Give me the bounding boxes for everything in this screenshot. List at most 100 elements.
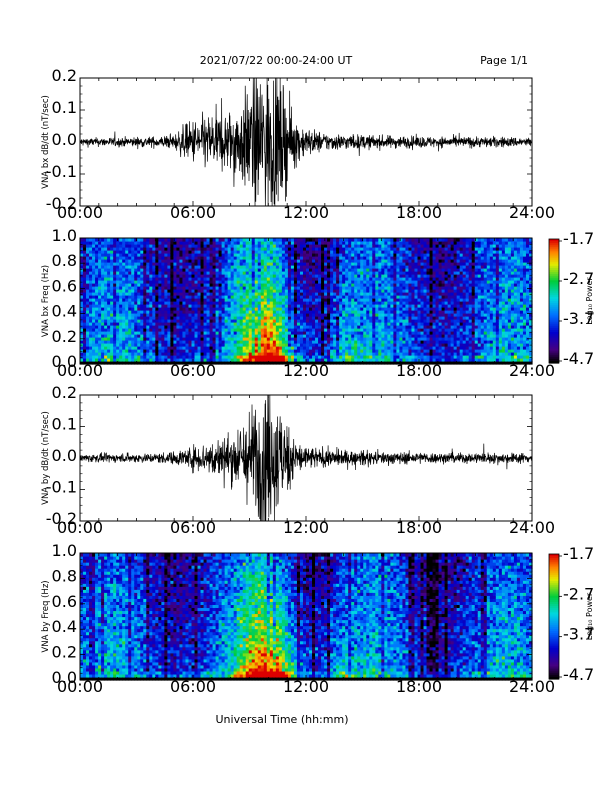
- spectrogram-cell: [179, 250, 184, 254]
- spectrogram-cell: [185, 286, 190, 290]
- spectrogram-cell: [324, 250, 328, 254]
- spectrogram-cell: [299, 346, 304, 350]
- spectrogram-cell: [83, 253, 87, 257]
- spectrogram-cell: [149, 328, 153, 332]
- spectrogram-cell: [125, 247, 129, 251]
- spectrogram-cell: [137, 280, 141, 284]
- spectrogram-cell: [293, 313, 298, 317]
- spectrogram-cell: [287, 277, 292, 281]
- spectrogram-cell: [318, 304, 322, 308]
- spectrogram-cell: [86, 253, 90, 257]
- spectrogram-cell: [275, 346, 280, 350]
- spectrogram-cell: [209, 328, 214, 332]
- spectrogram-cell: [221, 283, 226, 287]
- spectrogram-cell: [167, 274, 171, 278]
- spectrogram-cell: [287, 265, 292, 269]
- spectrogram-cell: [312, 334, 316, 338]
- spectrogram-cell: [206, 301, 211, 305]
- spectrogram-cell: [101, 292, 105, 296]
- spectrogram-cell: [284, 334, 289, 338]
- spectrogram-cell: [167, 361, 171, 365]
- spectrogram-cell: [218, 343, 223, 347]
- spectrogram-cell: [281, 313, 286, 317]
- spectrogram-cell: [185, 346, 190, 350]
- spectrogram-cell: [197, 310, 202, 314]
- spectrogram-cell: [92, 268, 96, 272]
- spectrogram-cell: [80, 286, 84, 290]
- spectrogram-cell: [197, 358, 202, 362]
- spectrogram-cell: [278, 295, 283, 299]
- spectrogram-cell: [321, 265, 325, 269]
- spectrogram-cell: [203, 325, 208, 329]
- spectrogram-cell: [345, 331, 349, 335]
- spectrogram-cell: [324, 262, 328, 266]
- spectrogram-cell: [309, 346, 313, 350]
- spectrogram-cell: [173, 313, 178, 317]
- spectrogram-cell: [324, 277, 328, 281]
- spectrogram-cell: [113, 343, 117, 347]
- spectrogram-cell: [239, 262, 244, 266]
- spectrogram-cell: [336, 259, 340, 263]
- spectrogram-cell: [152, 289, 156, 293]
- spectrogram-cell: [224, 304, 229, 308]
- spectrogram-cell: [131, 283, 135, 287]
- y-tick-label: 0.2: [52, 66, 77, 85]
- spectrogram-cell: [131, 238, 135, 242]
- spectrogram-cell: [188, 265, 193, 269]
- spectrogram-cell: [98, 280, 102, 284]
- spectrogram-cell: [161, 343, 165, 347]
- spectrogram-cell: [158, 352, 162, 356]
- spectrogram-cell: [164, 265, 168, 269]
- spectrogram-cell: [146, 343, 150, 347]
- spectrogram-cell: [290, 319, 295, 323]
- spectrogram-cell: [170, 337, 175, 341]
- spectrogram-cell: [324, 289, 328, 293]
- spectrogram-cell: [137, 313, 141, 317]
- spectrogram-cell: [86, 241, 90, 245]
- spectrogram-cell: [339, 319, 343, 323]
- spectrogram-cell: [188, 349, 193, 353]
- spectrogram-cell: [164, 331, 168, 335]
- spectrogram-cell: [284, 253, 289, 257]
- spectrogram-cell: [125, 280, 129, 284]
- spectrogram-cell: [275, 250, 280, 254]
- spectrogram-cell: [95, 247, 99, 251]
- spectrogram-cell: [318, 325, 322, 329]
- spectrogram-cell: [152, 325, 156, 329]
- spectrogram-cell: [182, 340, 187, 344]
- spectrogram-cell: [260, 319, 265, 323]
- spectrogram-cell: [149, 352, 153, 356]
- spectrogram-cell: [251, 265, 256, 269]
- spectrogram-cell: [266, 295, 271, 299]
- spectrogram-cell: [155, 250, 159, 254]
- spectrogram-cell: [227, 268, 232, 272]
- spectrogram-cell: [137, 307, 141, 311]
- spectrogram-cell: [206, 244, 211, 248]
- spectrogram-cell: [185, 313, 190, 317]
- spectrogram-cell: [179, 310, 184, 314]
- spectrogram-cell: [321, 337, 325, 341]
- spectrogram-cell: [152, 331, 156, 335]
- spectrogram-cell: [161, 253, 165, 257]
- spectrogram-cell: [170, 313, 175, 317]
- spectrogram-cell: [125, 241, 129, 245]
- spectrogram-cell: [134, 343, 138, 347]
- spectrogram-cell: [312, 352, 316, 356]
- spectrogram-cell: [224, 322, 229, 326]
- spectrogram-cell: [345, 343, 349, 347]
- spectrogram-cell: [260, 358, 265, 362]
- spectrogram-cell: [315, 316, 319, 320]
- spectrogram-cell: [182, 304, 187, 308]
- spectrogram-cell: [86, 349, 90, 353]
- spectrogram-cell: [200, 259, 205, 263]
- spectrogram-cell: [318, 277, 322, 281]
- spectrogram-cell: [212, 361, 217, 365]
- spectrogram-cell: [215, 313, 220, 317]
- spectrogram-cell: [309, 325, 313, 329]
- spectrogram-cell: [182, 313, 187, 317]
- spectrogram-cell: [128, 346, 132, 350]
- spectrogram-cell: [182, 316, 187, 320]
- spectrogram-cell: [101, 310, 105, 314]
- spectrogram-cell: [302, 301, 307, 305]
- spectrogram-cell: [125, 361, 129, 365]
